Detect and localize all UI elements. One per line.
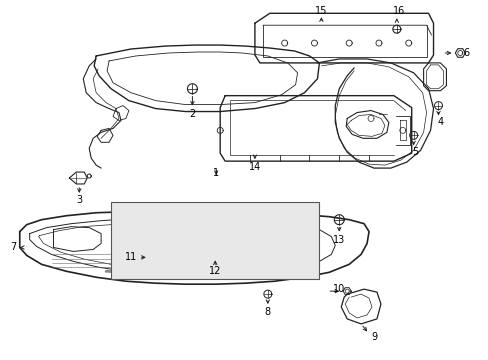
Text: 10: 10	[332, 284, 345, 294]
Text: 6: 6	[462, 48, 468, 58]
Text: 7: 7	[11, 243, 17, 252]
Text: 5: 5	[412, 147, 418, 157]
Bar	[111, 202, 319, 279]
Text: 4: 4	[437, 117, 443, 127]
Text: 16: 16	[392, 6, 404, 16]
Text: 12: 12	[208, 266, 221, 276]
Text: 8: 8	[264, 307, 270, 317]
Text: 3: 3	[76, 195, 82, 205]
Text: 13: 13	[332, 234, 345, 244]
Text: 9: 9	[370, 332, 376, 342]
Text: 11: 11	[124, 252, 137, 262]
Text: 1: 1	[213, 168, 219, 178]
Text: 14: 14	[248, 162, 261, 172]
Text: 15: 15	[315, 6, 327, 16]
Text: 2: 2	[189, 108, 195, 118]
